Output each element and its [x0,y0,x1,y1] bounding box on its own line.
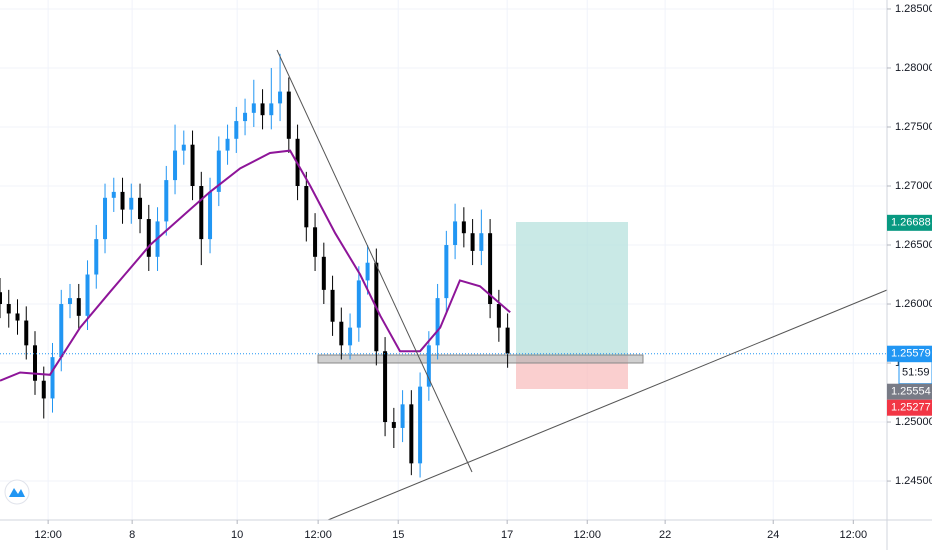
price-label [887,399,932,416]
candle-body [488,233,493,305]
candle-body [400,404,405,428]
candle-body [383,351,388,423]
candle-body [409,404,414,464]
x-tick-label: 12:00 [34,529,62,541]
x-tick-label: 22 [659,529,671,541]
logo[interactable] [4,479,30,505]
axes: 1.245001.250001.255001.260001.265001.270… [34,3,932,541]
candle-body [234,121,239,139]
candle-body [76,298,81,316]
candle-body [6,304,11,314]
candle-body [339,321,344,346]
candle-body [278,91,283,104]
countdown: 51:59 [902,367,930,379]
candle-body [0,292,2,305]
time-axis [0,520,887,550]
candle-body [313,227,318,257]
candle-body [33,345,38,381]
candle-body [348,327,353,346]
y-tick-label: 1.28000 [895,62,932,74]
candle-body [251,103,256,113]
candle-body [243,112,248,122]
candle-body [260,103,265,116]
y-tick-label: 1.26500 [895,239,932,251]
candle-body [426,345,431,387]
profit-zone [516,222,628,356]
x-tick-label: 24 [767,529,779,541]
candle-body [50,357,55,399]
candle-body [356,280,361,328]
candle-body [208,191,213,240]
y-tick-label: 1.28500 [895,3,932,15]
candle-body [15,313,20,321]
y-tick-label: 1.24500 [895,475,932,487]
candle-body [321,256,326,290]
candle-body [146,219,151,257]
candle-body [216,150,221,192]
candle-body [41,380,46,399]
y-tick-label: 1.25000 [895,416,932,428]
candle-body [199,186,204,240]
trend-line[interactable] [327,289,888,521]
candle-body [190,144,195,187]
price-label [887,214,932,231]
y-tick-label: 1.27500 [895,121,932,133]
candle-body [181,144,186,151]
candle-body [470,233,475,251]
price-label-text: 1.25277 [891,402,931,414]
candle-body [453,221,458,246]
candle-body [120,191,125,210]
candle-body [225,138,230,151]
candle-body [68,298,73,305]
candle-body [129,197,134,210]
candle-body [138,197,143,220]
price-label [887,383,932,400]
candle-body [418,386,423,464]
candle-body [496,304,501,328]
x-tick-label: 12:00 [840,529,868,541]
candle-body [461,221,466,234]
candle-body [286,91,291,139]
price-label-text: 1.26688 [891,217,931,229]
x-tick-label: 8 [129,529,135,541]
candle-body [94,239,99,275]
candle-body [173,150,178,181]
logo-icon [9,488,25,497]
candle-body [164,180,169,222]
candle-body [59,304,64,358]
support-zone [317,354,644,364]
x-tick-label: 17 [501,529,513,541]
candle-body [435,298,440,346]
candle-body [304,186,309,228]
y-tick-label: 1.26000 [895,298,932,310]
candle-body [103,197,108,240]
trend-line[interactable] [276,49,473,473]
candle-body [479,233,484,251]
price-label-text: 1.25554 [891,386,931,398]
x-tick-label: 12:00 [304,529,332,541]
candle-body [444,245,449,299]
candle-body [24,320,29,346]
price-label [887,345,932,362]
price-axis [887,0,932,550]
plot [0,53,887,478]
price-label-text: 1.25579 [891,348,931,360]
moving-average [0,149,511,382]
candle-body [85,274,90,316]
y-tick-label: 1.27000 [895,180,932,192]
candle-body [391,422,396,428]
candle-body [111,191,116,198]
candle-body [505,327,510,354]
candle-body [269,103,274,116]
candle-body [330,289,335,322]
x-tick-label: 15 [392,529,404,541]
grid [0,0,887,520]
x-tick-label: 12:00 [573,529,601,541]
x-tick-label: 10 [231,529,243,541]
candle-body [365,262,370,281]
